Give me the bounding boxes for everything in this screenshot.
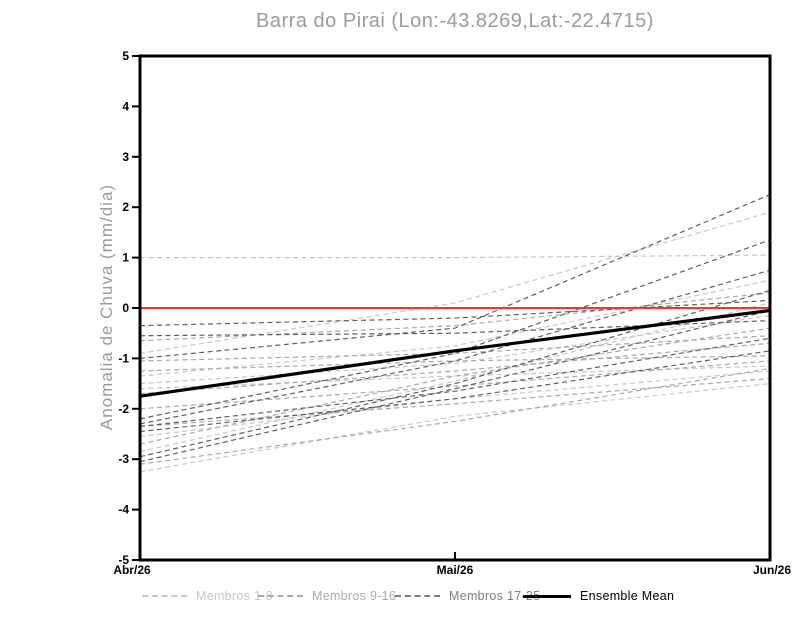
member-line [139, 335, 771, 362]
member-line [139, 337, 771, 428]
member-line [139, 342, 771, 395]
ensemble-mean-line [139, 308, 771, 398]
solid-line-swatch [523, 594, 571, 598]
legend-label: Membros 9-16 [312, 589, 397, 603]
member-line [139, 355, 771, 372]
member-line [139, 309, 771, 463]
y-tick-label: -1 [118, 351, 129, 365]
legend-item-membros-17-25: Membros 17-25 [395, 586, 540, 606]
legend: Membros 1-8 Membros 9-16 Membros 17-25 Ense… [0, 586, 800, 612]
member-line [139, 365, 771, 390]
member-line [139, 269, 771, 425]
member-line [139, 377, 771, 428]
member-line [139, 360, 771, 410]
legend-label: Ensemble Mean [580, 589, 675, 603]
legend-label: Membros 17-25 [449, 589, 541, 603]
member-line [139, 314, 771, 385]
member-line [139, 211, 771, 354]
member-line [139, 302, 771, 453]
member-line [140, 254, 771, 259]
dashed-line-swatch [395, 595, 440, 597]
legend-item-ensemble-mean: Ensemble Mean [523, 586, 674, 606]
x-tick-label: Mai/26 [437, 563, 474, 577]
member-line [139, 367, 771, 465]
x-tick-label: Abr/26 [113, 563, 151, 577]
dashed-line-swatch [258, 595, 303, 597]
member-line [139, 194, 771, 359]
y-tick-label: -4 [118, 503, 129, 517]
y-tick-label: 4 [122, 99, 129, 113]
member-line [139, 299, 771, 327]
legend-item-membros-9-16: Membros 9-16 [258, 586, 396, 606]
member-line [139, 350, 771, 433]
legend-label: Membros 1-8 [196, 589, 273, 603]
member-line [139, 289, 771, 458]
y-tick-label: -2 [118, 402, 129, 416]
x-tick-label: Jun/26 [753, 563, 791, 577]
y-tick-label: 3 [122, 150, 129, 164]
chart-title: Barra do Pirai (Lon:-43.8269,Lat:-22.471… [256, 10, 654, 32]
y-tick-label: 2 [122, 200, 129, 214]
member-line [139, 383, 771, 473]
member-line [139, 320, 771, 337]
member-line [139, 292, 771, 342]
y-tick-label: -3 [118, 452, 129, 466]
y-axis-label: Anomalia de Chuva (mm/dia) [97, 183, 116, 431]
member-line [139, 279, 771, 377]
y-tick-label: 1 [122, 251, 129, 265]
dashed-line-swatch [142, 595, 187, 597]
member-line [139, 239, 771, 420]
y-tick-label: -5 [118, 553, 129, 567]
y-tick-label: 5 [122, 49, 129, 63]
y-tick-label: 0 [122, 301, 129, 315]
legend-item-membros-1-8: Membros 1-8 [142, 586, 273, 606]
